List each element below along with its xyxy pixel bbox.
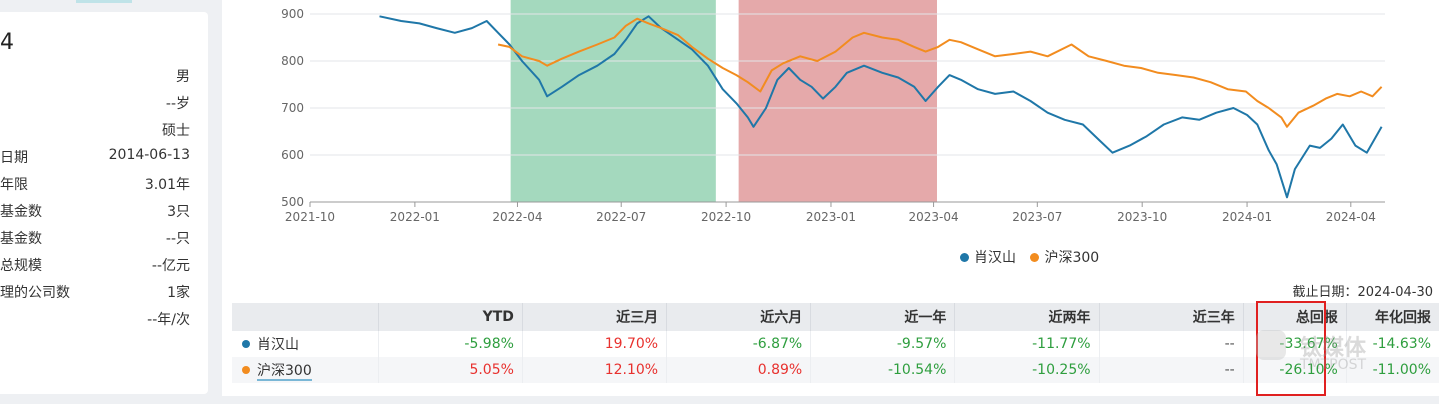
x-tick-label: 2023-04 <box>908 210 958 224</box>
header-1y[interactable]: 近一年 <box>810 303 956 331</box>
series-bullet <box>242 340 250 348</box>
table-row: 沪深300 5.05% 12.10% 0.89% -10.54% -10.25% -- -26… <box>232 357 1439 383</box>
y-tick-label: 500 <box>281 195 304 209</box>
header-name <box>232 303 379 331</box>
profile-value: 硕士 <box>162 123 190 139</box>
series-line <box>379 15 1383 199</box>
header-3m[interactable]: 近三月 <box>522 303 668 331</box>
row-name: 肖汉山 <box>257 337 299 353</box>
return-cell: -- <box>1099 357 1244 383</box>
return-cell: -6.87% <box>666 331 812 357</box>
profile-value: --年/次 <box>147 312 190 328</box>
performance-chart: 500 600 700 800 900 2021-10 2022-01 2022-04 2022… <box>281 0 1385 224</box>
legend-dot <box>1030 252 1040 262</box>
return-cell: -9.57% <box>810 331 956 357</box>
profile-value: 2014-06-13 <box>108 147 190 163</box>
profile-value: 1家 <box>167 285 190 301</box>
return-cell: 19.70% <box>522 331 668 357</box>
return-cell: -11.77% <box>954 331 1100 357</box>
profile-value: 3.01年 <box>144 177 190 193</box>
row-name-cell[interactable]: 沪深300 <box>232 357 379 383</box>
series-line <box>497 17 1383 128</box>
x-tick-label: 2022-04 <box>492 210 542 224</box>
watermark-subtext: TMTPOST <box>1300 357 1367 373</box>
header-6m[interactable]: 近六月 <box>666 303 812 331</box>
profile-label: 基金数 <box>0 204 42 220</box>
return-cell: -10.25% <box>954 357 1100 383</box>
returns-table: YTD 近三月 近六月 近一年 近两年 近三年 总回报 年化回报 肖汉山 -5.9… <box>232 303 1439 383</box>
profile-label: 基金数 <box>0 231 42 247</box>
profile-label: 理的公司数 <box>0 285 70 301</box>
header-total-return[interactable]: 总回报 <box>1243 303 1347 331</box>
profile-row: --年/次 <box>0 309 198 335</box>
y-tick-label: 600 <box>281 148 304 162</box>
shaded-region <box>510 0 716 202</box>
return-cell: -33.67% <box>1243 331 1347 357</box>
header-2y[interactable]: 近两年 <box>954 303 1100 331</box>
top-tab-indicator <box>76 0 132 3</box>
profile-value: --岁 <box>165 96 190 112</box>
profile-value: --只 <box>165 231 190 247</box>
manager-profile-panel: 4 男 --岁 硕士 日期 2014-06-13 年限 3.01年 基金数 3只 基金数 --只 总规… <box>0 12 208 394</box>
return-cell: 12.10% <box>522 357 668 383</box>
return-cell: -5.98% <box>378 331 523 357</box>
profile-row: 总规模 --亿元 <box>0 255 198 281</box>
profile-label: 总规模 <box>0 258 42 274</box>
profile-label: 年限 <box>0 177 28 193</box>
header-ytd[interactable]: YTD <box>378 303 523 331</box>
x-tick-label: 2022-10 <box>701 210 751 224</box>
return-cell: 5.05% <box>378 357 523 383</box>
profile-top-number: 4 <box>0 30 14 55</box>
legend-item-manager[interactable]: 肖汉山 <box>960 247 1016 267</box>
profile-row: 理的公司数 1家 <box>0 282 198 308</box>
profile-row: 年限 3.01年 <box>0 174 198 200</box>
row-name: 沪深300 <box>257 363 312 381</box>
profile-row: 日期 2014-06-13 <box>0 147 198 173</box>
x-tick-label: 2021-10 <box>285 210 335 224</box>
watermark-text: 钛媒体 <box>1300 336 1367 361</box>
profile-row: 基金数 3只 <box>0 201 198 227</box>
y-tick-label: 800 <box>281 54 304 68</box>
header-3y[interactable]: 近三年 <box>1099 303 1244 331</box>
return-cell: -14.63% <box>1372 336 1431 352</box>
table-header-row: YTD 近三月 近六月 近一年 近两年 近三年 总回报 年化回报 <box>232 303 1439 331</box>
profile-value: 3只 <box>167 204 190 220</box>
x-tick-label: 2023-01 <box>806 210 856 224</box>
legend-item-index[interactable]: 沪深300 <box>1030 247 1099 267</box>
legend-dot <box>960 252 969 262</box>
profile-value: --亿元 <box>151 258 190 274</box>
profile-row: 硕士 <box>0 120 198 146</box>
watermark-logo <box>1256 330 1286 360</box>
y-tick-label: 700 <box>281 101 304 115</box>
chart-legend: 肖汉山 沪深300 <box>960 247 1109 267</box>
return-cell: -- <box>1099 331 1244 357</box>
row-name-cell[interactable]: 肖汉山 <box>232 331 379 357</box>
series-bullet <box>242 366 250 374</box>
profile-label: 日期 <box>0 150 28 166</box>
x-tick-label: 2024-04 <box>1326 210 1376 224</box>
return-cell: 0.89% <box>666 357 812 383</box>
return-cell: -26.10% <box>1243 357 1347 383</box>
header-annualized-return[interactable]: 年化回报 <box>1346 303 1439 331</box>
x-tick-label: 2023-10 <box>1117 210 1167 224</box>
as-of-date: 截止日期：2024-04-30 <box>1292 285 1433 300</box>
profile-value: 男 <box>176 69 190 85</box>
shaded-region <box>738 0 937 202</box>
x-tick-label: 2023-07 <box>1012 210 1062 224</box>
x-tick-label: 2022-01 <box>390 210 440 224</box>
return-cell: -10.54% <box>810 357 956 383</box>
profile-row: --岁 <box>0 93 198 119</box>
return-cell: -11.00% <box>1346 357 1439 383</box>
profile-row: 男 <box>0 66 198 92</box>
y-tick-label: 900 <box>281 7 304 21</box>
x-tick-label: 2022-07 <box>596 210 646 224</box>
profile-row: 基金数 --只 <box>0 228 198 254</box>
x-tick-label: 2024-01 <box>1222 210 1272 224</box>
table-row: 肖汉山 -5.98% 19.70% -6.87% -9.57% -11.77% -- -33.… <box>232 331 1439 357</box>
